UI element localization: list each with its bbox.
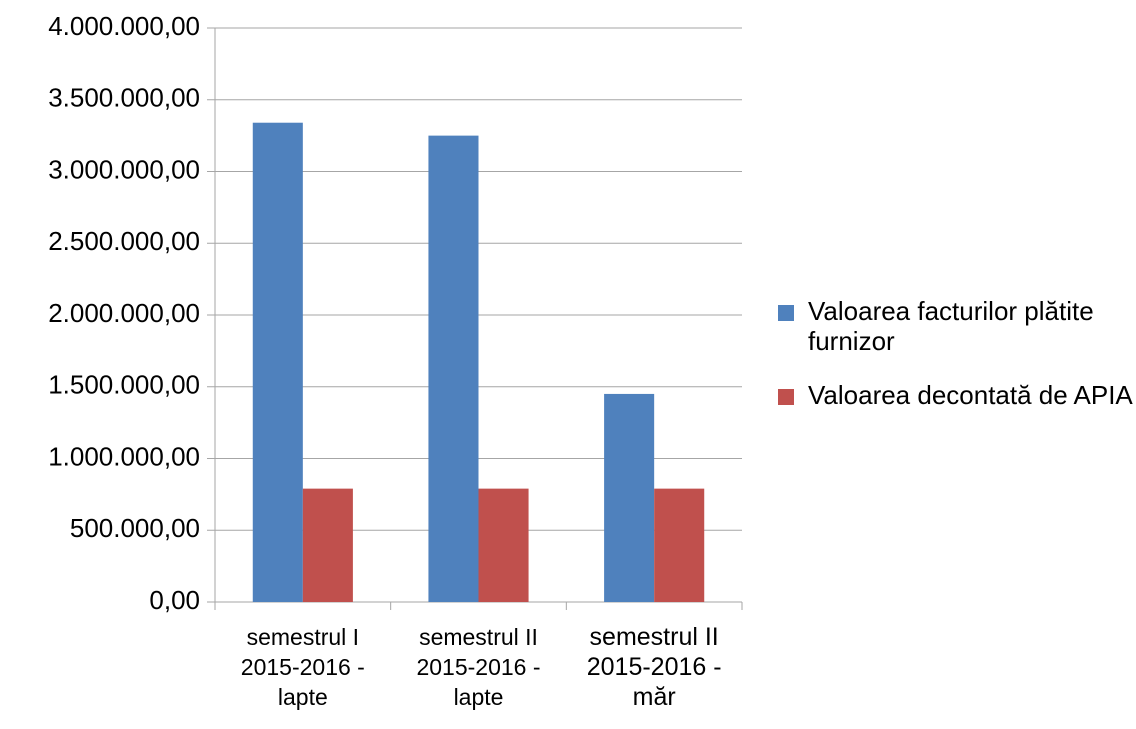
x-tick-label: semestrul I 2015-2016 - lapte <box>240 624 365 710</box>
y-tick-label: 2.000.000,00 <box>48 298 200 328</box>
bar <box>604 393 655 602</box>
bar <box>478 488 529 602</box>
y-tick-label: 500.000,00 <box>70 513 200 543</box>
legend-entry: Valoarea decontată de APIA <box>778 380 1136 410</box>
bar <box>428 135 479 602</box>
y-tick-label: 3.000.000,00 <box>48 154 200 184</box>
bar <box>302 488 353 602</box>
legend-swatch <box>778 305 794 321</box>
bar <box>252 122 303 603</box>
y-tick-label: 2.500.000,00 <box>48 226 200 256</box>
y-tick-label: 1.000.000,00 <box>48 441 200 471</box>
bar <box>654 488 705 602</box>
y-tick-label: 4.000.000,00 <box>48 11 200 41</box>
legend-label: Valoarea facturilor plătite furnizor <box>808 296 1094 356</box>
y-tick-label: 0,00 <box>149 585 200 615</box>
y-tick-label: 1.500.000,00 <box>48 370 200 400</box>
y-tick-label: 3.500.000,00 <box>48 83 200 113</box>
legend-entry: Valoarea facturilor plătite furnizor <box>778 296 1136 356</box>
legend-swatch <box>778 389 794 405</box>
x-tick-label: semestrul II 2015-2016 - măr <box>586 623 722 711</box>
legend-label: Valoarea decontată de APIA <box>808 380 1133 410</box>
x-tick-label: semestrul II 2015-2016 - lapte <box>416 624 541 710</box>
